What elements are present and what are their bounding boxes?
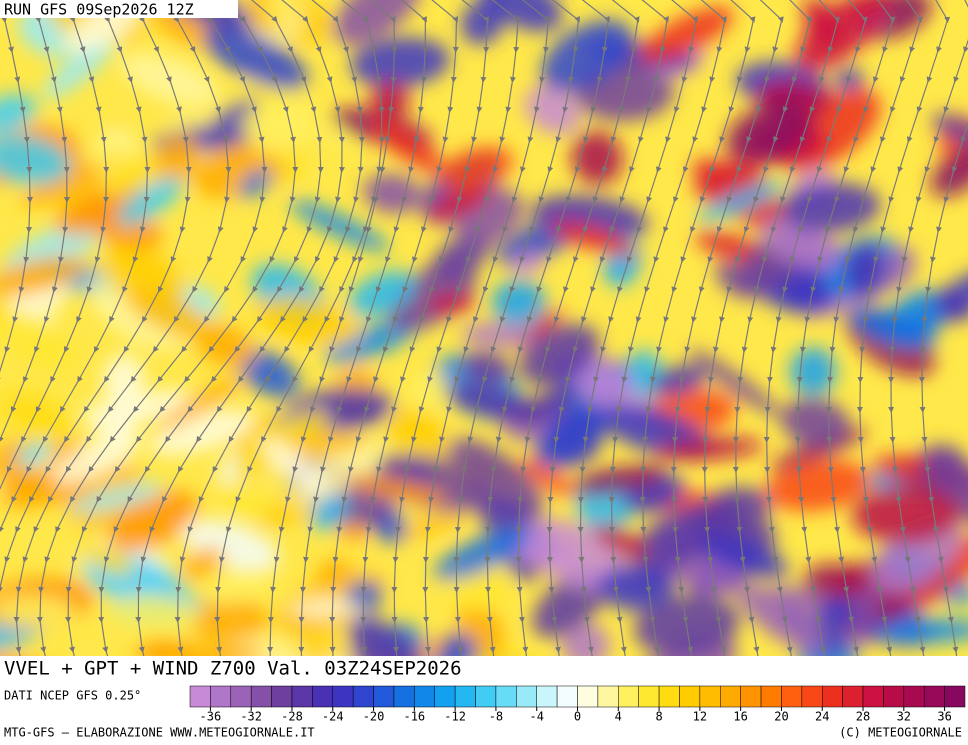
colorbar-swatch [699, 685, 721, 708]
colorbar-tick-label: 20 [774, 710, 788, 724]
colorbar-swatch [883, 685, 905, 708]
colorbar-tick-label: 0 [574, 710, 581, 724]
colorbar-tick-label: -4 [529, 710, 543, 724]
colorbar-tick-label: 16 [733, 710, 747, 724]
colorbar-swatch [312, 685, 334, 708]
colorbar-swatch [801, 685, 823, 708]
colorbar-tick-label: -24 [322, 710, 344, 724]
footer-left: MTG-GFS – ELABORAZIONE WWW.METEOGIORNALE… [4, 726, 315, 740]
colorbar-swatch [577, 685, 599, 708]
colorbar-swatch [495, 685, 517, 708]
colorbar: -36 -32 -28 -24 -20 -16 -12 -8 -4 0 4 8 12 16 20 24 28 32… [189, 685, 966, 724]
colorbar-tick-label: 24 [815, 710, 829, 724]
footer-right: (C) METEOGIORNALE [839, 726, 962, 740]
colorbar-tick-label: -20 [363, 710, 385, 724]
colorbar-swatch [250, 685, 272, 708]
colorbar-swatch [781, 685, 803, 708]
colorbar-swatch [393, 685, 415, 708]
colorbar-tick-label: 4 [615, 710, 622, 724]
colorbar-swatch [434, 685, 456, 708]
colorbar-swatch [638, 685, 660, 708]
colorbar-swatch [291, 685, 313, 708]
colorbar-swatch [210, 685, 232, 708]
map-field [0, 0, 968, 683]
colorbar-swatch [740, 685, 762, 708]
colorbar-tick-label: -8 [489, 710, 503, 724]
streamline [918, 16, 968, 681]
colorbar-tick-label: -28 [281, 710, 303, 724]
colorbar-swatch [516, 685, 537, 708]
colorbar-swatch [679, 685, 701, 708]
colorbar-swatch [230, 685, 252, 708]
colorbar-tick-label: 32 [897, 710, 911, 724]
source-label: DATI NCEP GFS 0.25° [4, 689, 141, 703]
colorbar-tick-label: -12 [444, 710, 466, 724]
field-blob [265, 0, 297, 25]
colorbar-swatch [923, 685, 945, 708]
colorbar-swatch [720, 685, 741, 708]
colorbar-swatch [352, 685, 374, 708]
colorbar-tick-label: 36 [937, 710, 951, 724]
colorbar-tick-label: 8 [655, 710, 662, 724]
colorbar-swatch [903, 685, 925, 708]
run-box [0, 0, 238, 18]
colorbar-swatch [618, 685, 639, 708]
colorbar-swatch [944, 685, 966, 708]
map-title: VVEL + GPT + WIND Z700 Val. 03Z24SEP2026 [4, 658, 462, 680]
colorbar-swatch [658, 685, 680, 708]
colorbar-swatch [842, 685, 864, 708]
colorbar-swatch [454, 685, 476, 708]
colorbar-swatch [597, 685, 619, 708]
run-label: RUN GFS 09Sep2026 12Z [4, 1, 194, 19]
colorbar-tick-label: 28 [856, 710, 870, 724]
colorbar-swatch [271, 685, 293, 708]
colorbar-swatch [475, 685, 497, 708]
colorbar-swatch [189, 685, 211, 708]
colorbar-tick-label: -32 [240, 710, 262, 724]
streamlines [0, 0, 968, 681]
colorbar-tick-label: -16 [403, 710, 425, 724]
colorbar-swatch [821, 685, 843, 708]
colorbar-tick-label: -36 [200, 710, 222, 724]
colorbar-swatch [760, 685, 782, 708]
colorbar-swatch [556, 685, 578, 708]
colorbar-swatch [414, 685, 435, 708]
colorbar-tick-label: 12 [693, 710, 707, 724]
colorbar-swatch [373, 685, 395, 708]
colorbar-swatch [332, 685, 354, 708]
colorbar-swatch [536, 685, 558, 708]
colorbar-swatch [862, 685, 884, 708]
